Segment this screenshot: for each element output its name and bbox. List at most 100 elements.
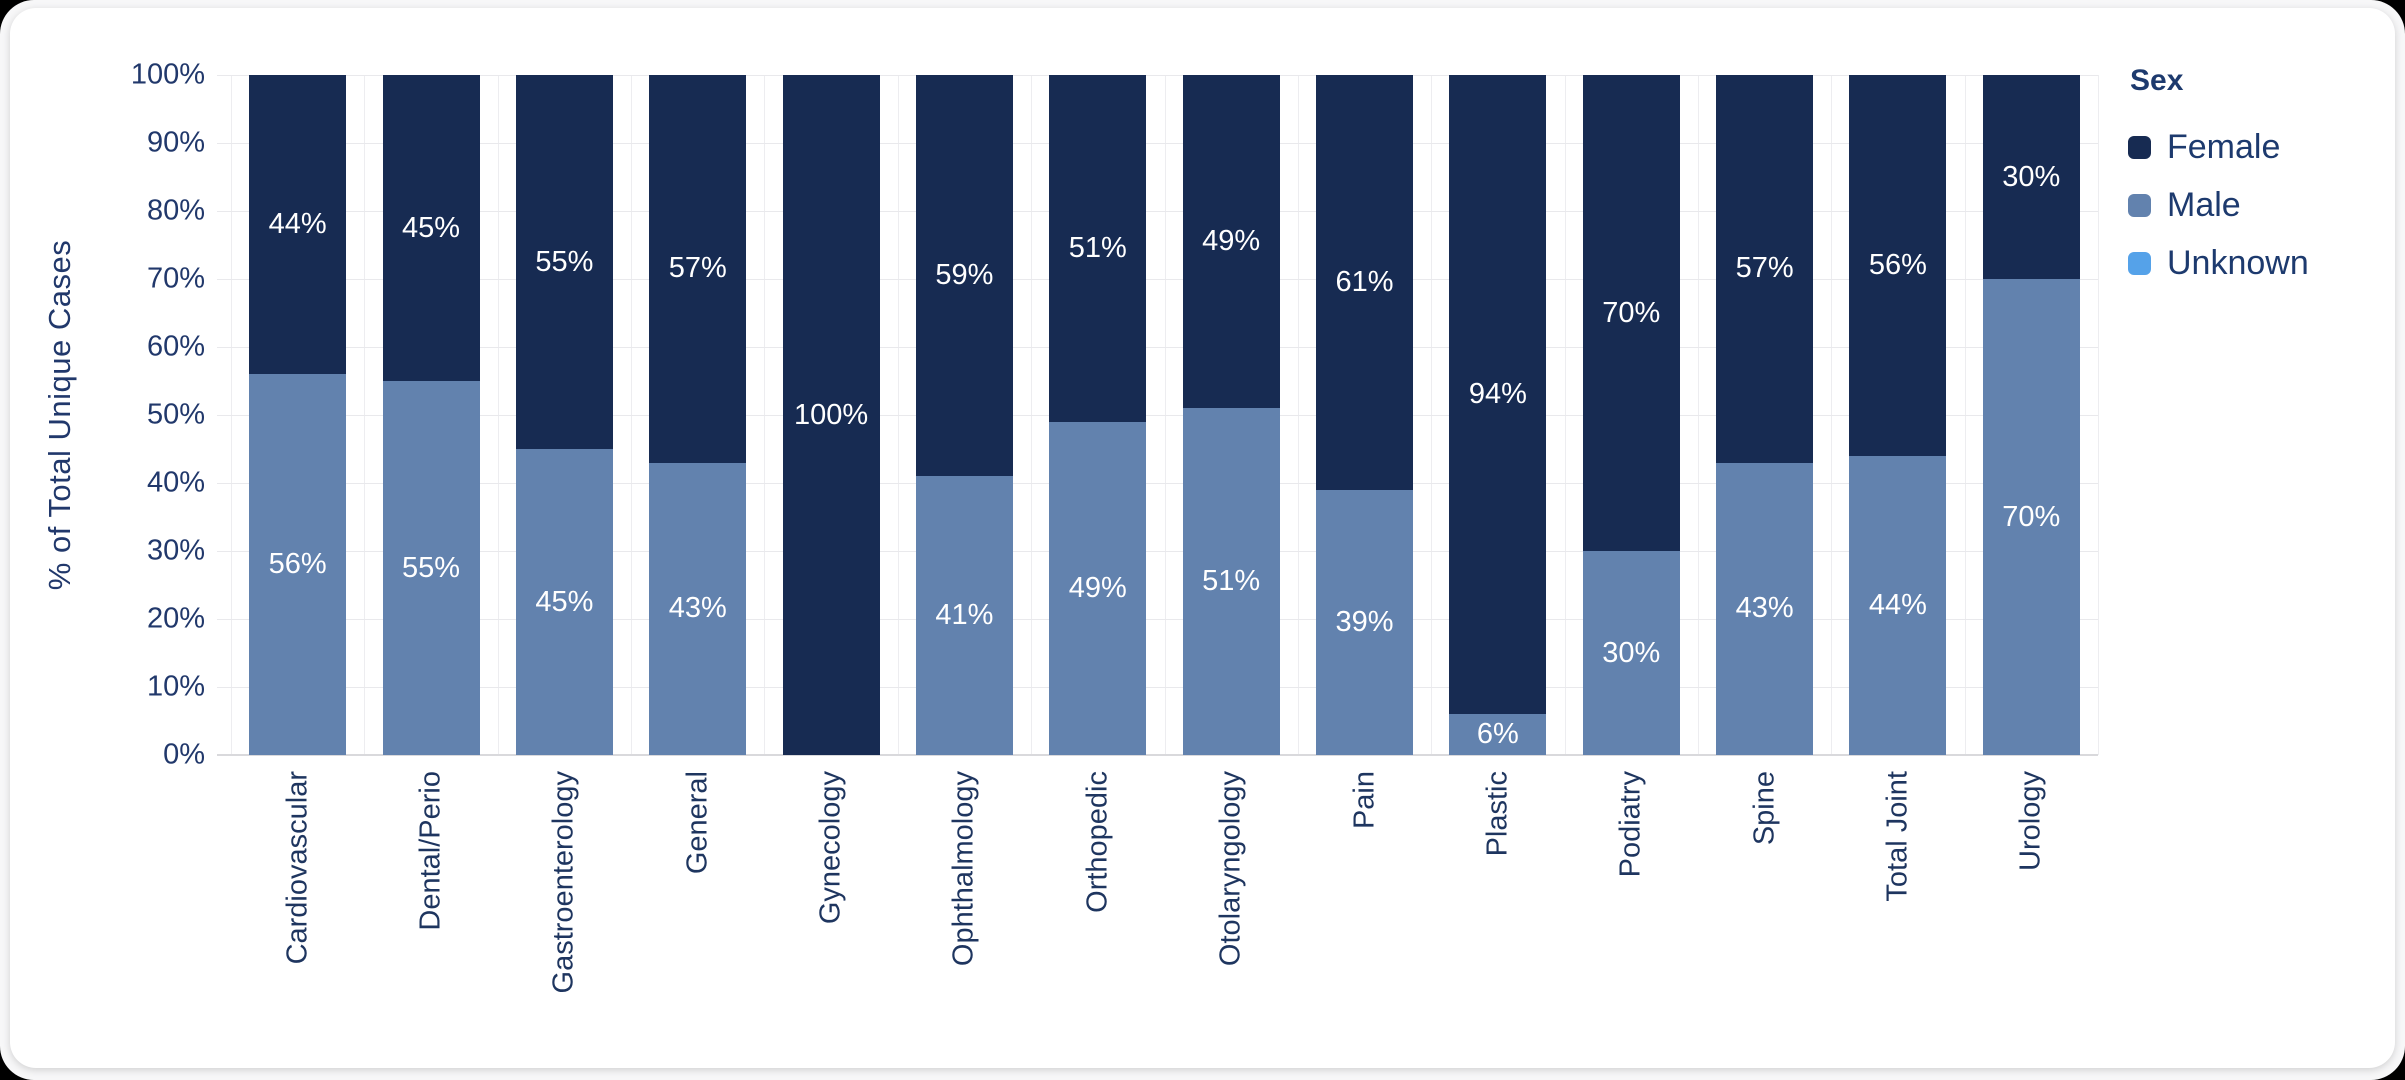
bar-otolaryngology: 49% 51% <box>1182 75 1280 755</box>
gridline-horizontal <box>217 143 2098 144</box>
bar-segment-male[interactable]: 39% <box>1316 489 1414 755</box>
chart-card: % of Total Unique Cases 0% 10% 20% 30% 40% 50… <box>10 8 2395 1068</box>
bar-segment-female[interactable]: 51% <box>1049 75 1147 422</box>
bar-segment-female[interactable]: 45% <box>382 75 480 381</box>
bar-segment-female[interactable]: 61% <box>1316 75 1414 490</box>
bar-segment-female[interactable]: 57% <box>1716 75 1814 463</box>
bar-total-joint: 56% 44% <box>1849 75 1947 755</box>
y-tick-label: 10% <box>146 670 205 703</box>
bar-value-label: 44% <box>268 208 327 241</box>
bar-value-label: 70% <box>2002 500 2061 533</box>
bar-value-label: 49% <box>1202 225 1261 258</box>
bar-gynecology: 100% <box>782 75 880 755</box>
category-label-dental-perio: Dental/Perio <box>414 771 447 931</box>
bar-value-label: 100% <box>794 398 869 431</box>
bar-segment-female[interactable]: 44% <box>249 75 347 375</box>
bar-segment-male[interactable]: 6% <box>1449 714 1547 755</box>
gridline-horizontal <box>217 619 2098 620</box>
legend: Sex Female Male Unknown <box>2128 64 2388 302</box>
gridline-horizontal <box>217 687 2098 688</box>
category-label-otolaryngology: Otolaryngology <box>1214 771 1247 967</box>
y-tick-label: 0% <box>163 738 205 771</box>
bar-segment-female[interactable]: 100% <box>782 75 880 755</box>
bar-segment-female[interactable]: 49% <box>1182 75 1280 409</box>
bar-value-label: 70% <box>1602 296 1661 329</box>
bar-segment-male[interactable]: 55% <box>382 381 480 755</box>
bar-value-label: 43% <box>668 592 727 625</box>
bar-cardiovascular: 44% 56% <box>249 75 347 755</box>
bar-value-label: 56% <box>268 548 327 581</box>
category-label-gastroenterology: Gastroenterology <box>547 771 580 994</box>
bar-segment-male[interactable]: 56% <box>249 374 347 755</box>
bar-value-label: 45% <box>535 585 594 618</box>
bar-segment-male[interactable]: 30% <box>1582 551 1680 755</box>
bar-value-label: 39% <box>1335 605 1394 638</box>
category-label-general: General <box>681 771 714 875</box>
bar-pain: 61% 39% <box>1316 75 1414 755</box>
y-tick-label: 80% <box>146 194 205 227</box>
bar-general: 57% 43% <box>649 75 747 755</box>
bar-plastic: 94% 6% <box>1449 75 1547 755</box>
category-label-plastic: Plastic <box>1481 771 1514 857</box>
category-label-total-joint: Total Joint <box>1881 771 1914 902</box>
bar-gastroenterology: 55% 45% <box>515 75 613 755</box>
y-tick-label: 100% <box>130 58 205 91</box>
bar-value-label: 49% <box>1068 571 1127 604</box>
gridline-vertical <box>2098 75 2099 755</box>
category-label-cardiovascular: Cardiovascular <box>281 771 314 965</box>
bar-segment-female[interactable]: 94% <box>1449 75 1547 715</box>
gridline-horizontal <box>217 551 2098 552</box>
bar-spine: 57% 43% <box>1716 75 1814 755</box>
bar-value-label: 51% <box>1202 565 1261 598</box>
bar-segment-male[interactable]: 43% <box>649 462 747 755</box>
y-tick-label: 60% <box>146 330 205 363</box>
legend-item-female[interactable]: Female <box>2128 128 2388 166</box>
bar-value-label: 45% <box>402 211 461 244</box>
gridline-horizontal <box>217 347 2098 348</box>
y-tick-label: 40% <box>146 466 205 499</box>
legend-title: Sex <box>2130 64 2184 97</box>
category-label-pain: Pain <box>1348 771 1381 830</box>
category-label-spine: Spine <box>1748 771 1781 846</box>
bar-segment-male[interactable]: 45% <box>515 449 613 755</box>
bar-segment-male[interactable]: 43% <box>1716 462 1814 755</box>
legend-item-unknown[interactable]: Unknown <box>2128 244 2388 282</box>
y-tick-label: 30% <box>146 534 205 567</box>
bar-segment-male[interactable]: 70% <box>1982 279 2080 755</box>
bar-ophthalmology: 59% 41% <box>915 75 1013 755</box>
bar-segment-female[interactable]: 59% <box>915 75 1013 477</box>
bar-dental-perio: 45% 55% <box>382 75 480 755</box>
legend-label: Female <box>2167 128 2281 166</box>
x-axis-line <box>217 754 2098 756</box>
category-label-orthopedic: Orthopedic <box>1081 771 1114 913</box>
bar-value-label: 94% <box>1468 378 1527 411</box>
bar-segment-male[interactable]: 41% <box>915 476 1013 755</box>
gridline-horizontal <box>217 415 2098 416</box>
bar-segment-female[interactable]: 55% <box>515 75 613 449</box>
bar-value-label: 56% <box>1868 248 1927 281</box>
bar-value-label: 61% <box>1335 265 1394 298</box>
bar-value-label: 44% <box>1868 588 1927 621</box>
y-tick-label: 90% <box>146 126 205 159</box>
legend-label: Unknown <box>2167 244 2309 282</box>
category-label-urology: Urology <box>2014 771 2047 871</box>
bar-value-label: 43% <box>1735 592 1794 625</box>
bar-value-label: 59% <box>935 259 994 292</box>
y-tick-label: 70% <box>146 262 205 295</box>
bar-segment-male[interactable]: 49% <box>1049 421 1147 755</box>
bar-segment-male[interactable]: 51% <box>1182 408 1280 755</box>
bar-segment-female[interactable]: 30% <box>1982 75 2080 279</box>
x-axis-labels: Cardiovascular Dental/Perio Gastroenterolo… <box>231 771 2098 1051</box>
bar-segment-female[interactable]: 56% <box>1849 75 1947 456</box>
gridline-horizontal <box>217 211 2098 212</box>
bar-segment-female[interactable]: 70% <box>1582 75 1680 551</box>
category-label-ophthalmology: Ophthalmology <box>947 771 980 967</box>
bar-value-label: 55% <box>402 551 461 584</box>
bar-segment-female[interactable]: 57% <box>649 75 747 463</box>
legend-item-male[interactable]: Male <box>2128 186 2388 224</box>
bar-value-label: 57% <box>1735 252 1794 285</box>
legend-swatch-icon <box>2128 251 2151 275</box>
legend-items: Female Male Unknown <box>2128 128 2388 282</box>
bar-segment-male[interactable]: 44% <box>1849 455 1947 755</box>
